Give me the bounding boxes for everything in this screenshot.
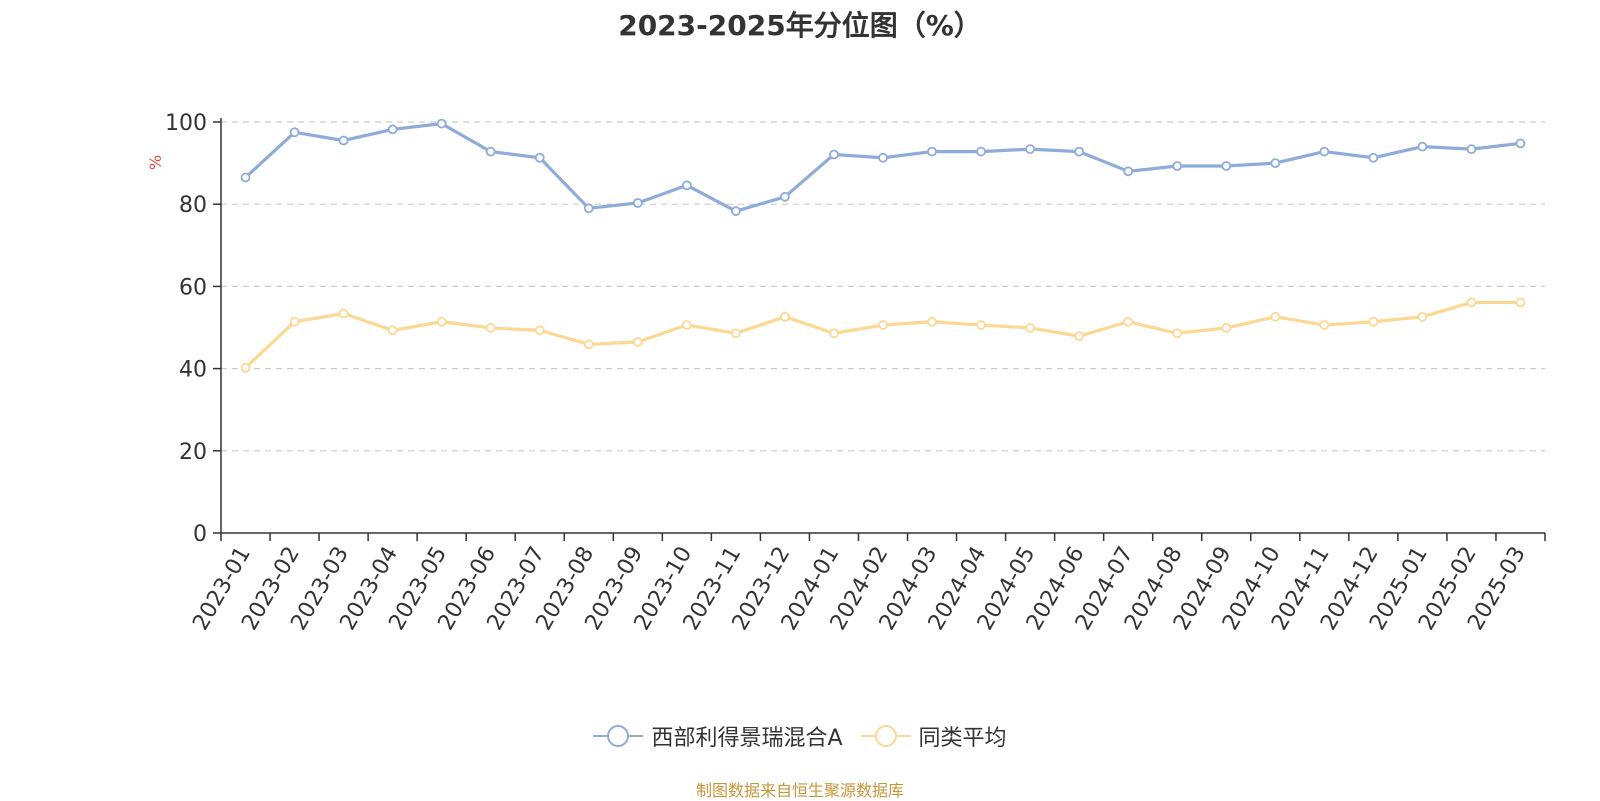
series-1-point (681, 320, 692, 330)
series-0-point (1172, 161, 1183, 171)
series-1-point (829, 328, 839, 339)
line-chart: 020406080100%2023-012023-022023-032023-0… (146, 111, 1546, 635)
chart-title: 2023-2025年分位图（%） (618, 9, 982, 42)
series-0-point (780, 191, 790, 202)
series-1-point (436, 316, 447, 327)
series-0-point (240, 172, 251, 183)
series-0-point (632, 198, 643, 208)
series-0-point (829, 149, 839, 160)
series-1-point (1025, 323, 1036, 333)
series-1-point (1172, 328, 1183, 339)
series-1-point (780, 311, 790, 322)
legend-label-fund: 西部利得景瑞混合A (651, 726, 843, 751)
y-tick-label: 40 (179, 358, 207, 383)
series-1-point (338, 308, 349, 319)
legend-item-average[interactable]: 同类平均 (860, 720, 1007, 752)
series-1-point (289, 316, 300, 327)
series-0-point (730, 206, 741, 217)
series-0-point (1368, 152, 1379, 163)
series-1-point (1270, 311, 1281, 322)
series-1-point (534, 325, 545, 336)
series-0-point (1025, 144, 1036, 155)
series-0-point (1466, 144, 1477, 155)
series-1-point (632, 336, 643, 347)
series-0-point (927, 146, 937, 157)
series-1-point (878, 320, 888, 330)
source-note: 制图数据来自恒生聚源数据库 (695, 781, 904, 800)
series-line-0 (244, 122, 1521, 213)
series-1-point (1515, 297, 1526, 308)
series-1-point (1368, 316, 1379, 327)
series-1-point (976, 320, 986, 330)
series-1-point (1074, 331, 1085, 342)
series-1-point (240, 362, 251, 373)
series-1-point (1221, 323, 1232, 333)
series-1-point (1123, 316, 1134, 327)
series-0-point (1515, 138, 1526, 149)
y-tick-label: 20 (179, 440, 207, 465)
series-0-point (1221, 161, 1232, 171)
series-1-point (583, 339, 594, 350)
series-0-point (1319, 146, 1330, 157)
legend: 西部利得景瑞混合A 同类平均 (0, 720, 1600, 752)
series-1-point (485, 323, 496, 333)
y-axis-label: % (146, 155, 165, 170)
series-1-point (1319, 320, 1330, 330)
series-1-point (1466, 297, 1477, 308)
series-0-point (436, 118, 447, 129)
legend-fund-marker-icon (593, 725, 644, 747)
series-0-point (583, 203, 594, 214)
series-0-point (534, 152, 545, 163)
y-tick-label: 0 (193, 522, 207, 547)
legend-label-average: 同类平均 (918, 726, 1007, 751)
y-tick-label: 100 (165, 111, 207, 136)
legend-average-marker-icon (860, 725, 911, 747)
series-0-point (1123, 166, 1134, 177)
y-tick-label: 60 (179, 275, 207, 300)
series-0-point (1417, 141, 1428, 152)
series-0-point (338, 135, 349, 146)
series-0-point (976, 146, 986, 157)
series-0-point (387, 124, 398, 135)
series-0-point (681, 180, 692, 191)
y-tick-label: 80 (179, 193, 207, 218)
series-0-point (289, 127, 300, 138)
series-1-point (1417, 311, 1428, 322)
series-1-point (730, 328, 741, 339)
series-1-point (927, 316, 937, 327)
legend-item-fund[interactable]: 西部利得景瑞混合A (593, 720, 843, 752)
series-1-point (387, 325, 398, 336)
series-0-point (878, 152, 888, 163)
series-0-point (1074, 146, 1085, 157)
series-line-1 (244, 300, 1521, 369)
series-0-point (485, 146, 496, 157)
series-0-point (1270, 158, 1281, 169)
